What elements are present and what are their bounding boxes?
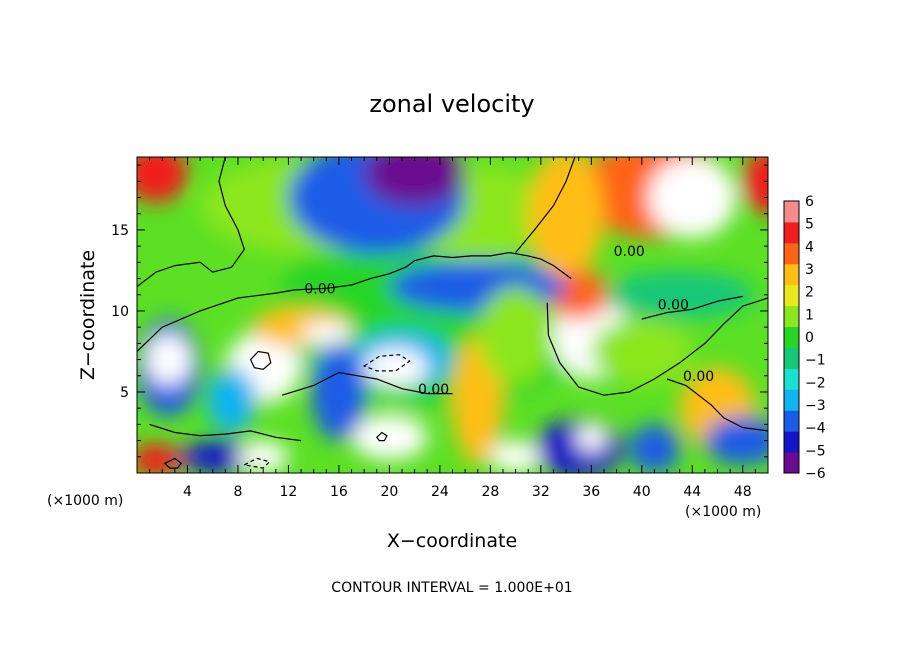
colorbar-swatch-6 xyxy=(784,326,799,348)
contour-line-13 xyxy=(242,457,271,469)
x-tick-label-7: 32 xyxy=(532,484,550,500)
colorbar-tick-label-4: 2 xyxy=(805,285,814,301)
colorbar-swatch-8 xyxy=(784,284,799,307)
contour-line-1 xyxy=(351,251,572,286)
y-axis-label: Z−coordinate xyxy=(77,250,99,380)
colorbar-swatch-7 xyxy=(784,305,799,328)
x-tick-label-11: 48 xyxy=(734,484,752,500)
field-blob-28 xyxy=(704,416,768,465)
colorbar-swatch-11 xyxy=(784,221,799,244)
colorbar-swatch-9 xyxy=(784,263,799,286)
colorbar-tick-label-12: −6 xyxy=(805,466,826,482)
y-tick-label-2: 15 xyxy=(111,223,129,239)
colorbar-tick-label-11: −5 xyxy=(805,443,826,459)
field-blob-18 xyxy=(364,348,428,388)
field-blob-6 xyxy=(648,157,737,239)
colorbar-swatch-12 xyxy=(784,201,799,223)
field-blob-29 xyxy=(181,440,257,473)
x-unit-right: (×1000 m) xyxy=(685,504,761,520)
field-blob-4 xyxy=(364,157,466,206)
contour-line-0 xyxy=(137,157,245,288)
field-blob-25 xyxy=(576,422,607,452)
contour-line-9 xyxy=(249,350,272,370)
colorbar-tick-label-1: 5 xyxy=(805,217,814,233)
x-axis: 4 8 12 16 20 24 28 32 36 40 44 48 xyxy=(149,157,756,500)
contour-interval-note: CONTOUR INTERVAL = 1.000E+01 xyxy=(331,580,572,596)
contour-line-10 xyxy=(362,354,411,372)
contour-line-5 xyxy=(641,295,743,320)
contour-line-4 xyxy=(546,297,768,396)
x-tick-label-0: 4 xyxy=(183,484,192,500)
x-tick-label-4: 20 xyxy=(380,484,398,500)
colorbar-swatch-3 xyxy=(784,389,799,411)
field-blob-35 xyxy=(477,286,554,384)
field-blob-22 xyxy=(206,367,257,433)
colorbar-tick-label-5: 1 xyxy=(805,307,814,323)
field-blob-16 xyxy=(351,414,428,461)
x-tick-label-10: 44 xyxy=(683,484,701,500)
colorbar-tick-label-10: −4 xyxy=(805,421,826,437)
field-blob-34 xyxy=(603,270,756,320)
contour-line-3 xyxy=(137,284,352,352)
field-blob-23 xyxy=(311,343,367,441)
field-blob-12 xyxy=(301,322,352,345)
y-axis: 5 10 15 xyxy=(111,164,768,458)
colorbar-tick-label-8: −2 xyxy=(805,375,826,391)
x-tick-label-3: 16 xyxy=(330,484,348,500)
field-blob-30 xyxy=(237,440,289,473)
field-blob-31 xyxy=(137,443,182,473)
field-blob-7 xyxy=(742,157,768,214)
y-tick-label-1: 10 xyxy=(111,304,129,320)
y-tick-label-0: 5 xyxy=(120,385,129,401)
contour-line-11 xyxy=(375,431,388,442)
colorbar-swatch-5 xyxy=(784,347,799,369)
colorbar-frame xyxy=(783,200,800,474)
field-blob-33 xyxy=(591,319,693,384)
contour-line-12 xyxy=(163,457,183,469)
x-axis-label: X−coordinate xyxy=(387,530,517,552)
contour-label-1: 0.00 xyxy=(304,282,335,298)
contour-line-8 xyxy=(666,378,768,432)
x-tick-label-9: 40 xyxy=(633,484,651,500)
colorbar-swatch-4 xyxy=(784,368,799,390)
contour-line-2 xyxy=(515,157,576,253)
chart-title: zonal velocity xyxy=(369,90,534,118)
colorbar-swatch-0 xyxy=(784,452,799,474)
velocity-field xyxy=(137,157,768,473)
field-blob-21 xyxy=(145,333,192,386)
field-blob-8 xyxy=(528,157,604,279)
contour-labels: 0.00 0.00 0.00 0.00 0.00 xyxy=(304,244,714,398)
contour-label-4: 0.00 xyxy=(683,369,714,385)
colorbar-swatch-10 xyxy=(784,242,799,265)
colorbar: 6 5 4 3 2 1 0 −1 −2 −3 −4 −5 −6 xyxy=(783,194,826,482)
contour-line-6 xyxy=(281,371,453,396)
x-tick-label-6: 28 xyxy=(481,484,499,500)
colorbar-tick-label-6: 0 xyxy=(805,330,814,346)
field-blob-26 xyxy=(629,424,680,473)
colorbar-swatch-1 xyxy=(784,431,799,453)
x-unit-left: (×1000 m) xyxy=(47,493,123,509)
contour-label-2: 0.00 xyxy=(658,298,689,314)
colorbar-tick-label-9: −3 xyxy=(805,398,826,414)
contour-line-7 xyxy=(149,423,302,442)
colorbar-tick-label-3: 3 xyxy=(805,262,814,278)
x-tick-label-5: 24 xyxy=(431,484,449,500)
colorbar-swatch-2 xyxy=(784,410,799,432)
plot-area xyxy=(137,157,768,473)
field-blob-32 xyxy=(490,440,541,473)
contour-lines xyxy=(137,157,768,469)
field-blob-9 xyxy=(137,157,188,203)
x-tick-label-8: 36 xyxy=(582,484,600,500)
colorbar-tick-label-0: 6 xyxy=(805,194,814,210)
x-tick-label-2: 12 xyxy=(280,484,298,500)
colorbar-tick-label-2: 4 xyxy=(805,239,814,255)
contour-label-0: 0.00 xyxy=(614,244,645,260)
colorbar-tick-label-7: −1 xyxy=(805,353,826,369)
x-tick-label-1: 8 xyxy=(233,484,242,500)
contour-label-3: 0.00 xyxy=(418,382,449,398)
